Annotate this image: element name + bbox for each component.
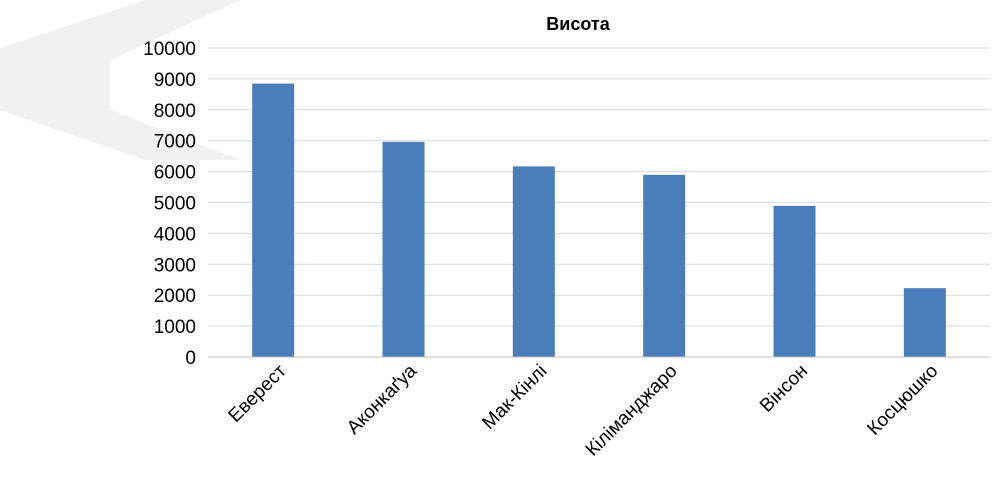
- x-axis-categories: Еверест Аконкаґуа Мак-Кінлі Кіліманджаро Він…: [225, 360, 943, 460]
- bar: [903, 288, 946, 357]
- x-category-label: Аконкаґуа: [343, 360, 421, 438]
- y-axis-ticks: 0 1000 2000 3000 4000 5000 6000 7000 8000 9000 100…: [143, 39, 196, 369]
- y-tick-label: 10000: [143, 39, 196, 60]
- y-tick-label: 0: [185, 348, 196, 369]
- y-tick-label: 9000: [154, 70, 196, 91]
- y-tick-label: 1000: [154, 317, 196, 338]
- bar: [252, 83, 295, 357]
- gridlines: [208, 47, 990, 358]
- x-category-label: Еверест: [225, 360, 291, 426]
- bars: [252, 83, 946, 357]
- y-tick-label: 2000: [154, 286, 196, 307]
- decorative-chevron-shape: [0, 0, 240, 160]
- y-tick-label: 3000: [154, 255, 196, 276]
- y-tick-label: 5000: [154, 194, 196, 215]
- bar: [382, 141, 425, 357]
- x-category-label: Мак-Кінлі: [478, 361, 551, 434]
- chart-title: Висота: [546, 14, 610, 34]
- y-tick-label: 4000: [154, 224, 196, 245]
- x-category-label: Косцюшко: [863, 361, 942, 440]
- y-tick-label: 6000: [154, 163, 196, 184]
- x-category-label: Кіліманджаро: [582, 361, 682, 461]
- y-tick-label: 7000: [154, 132, 196, 153]
- bar: [773, 205, 816, 357]
- y-tick-label: 8000: [154, 101, 196, 122]
- bar: [643, 174, 686, 357]
- x-category-label: Вінсон: [756, 361, 812, 417]
- bar: [512, 166, 555, 357]
